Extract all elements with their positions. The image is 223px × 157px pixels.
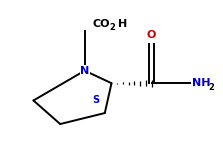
Text: S: S [92,95,99,106]
Text: N: N [80,66,89,76]
Text: NH: NH [192,78,210,88]
Text: 2: 2 [209,83,214,92]
Text: H: H [118,19,127,29]
Text: CO: CO [93,19,110,29]
Text: O: O [147,30,156,40]
Text: 2: 2 [110,23,116,32]
